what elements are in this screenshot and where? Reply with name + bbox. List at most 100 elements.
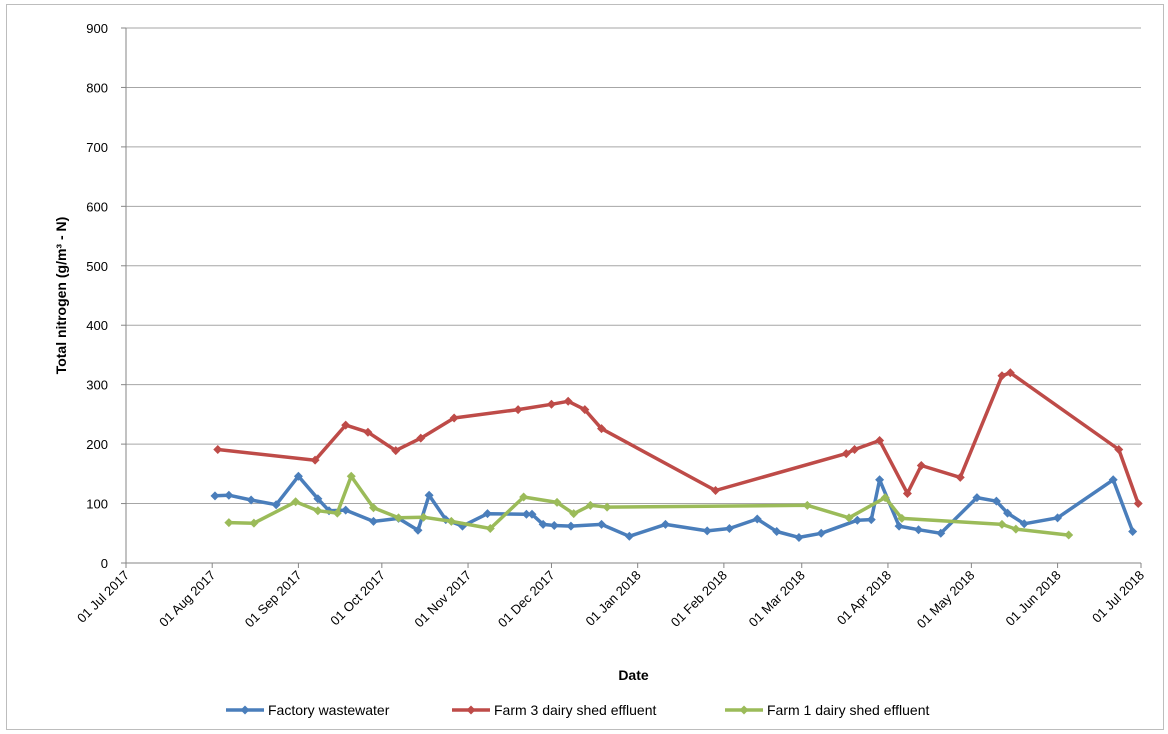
data-point: [580, 405, 590, 415]
y-tick-label: 200: [86, 437, 108, 452]
data-point: [1133, 499, 1143, 509]
x-tick-label: 01 Jul 2018: [1089, 568, 1147, 626]
data-point: [802, 500, 812, 510]
data-point: [332, 508, 342, 518]
data-point: [816, 528, 826, 538]
data-point: [866, 515, 876, 525]
x-tick-label: 01 Apr 2018: [834, 568, 894, 628]
x-tick-labels: 01 Jul 2017 01 Aug 2017 01 Sep 2017 01 Oct …: [74, 568, 1147, 632]
legend-entry: Factory wastewater: [226, 702, 390, 718]
data-point: [449, 413, 459, 423]
series-1: [210, 471, 1138, 542]
data-point: [527, 509, 537, 519]
data-point: [894, 521, 904, 531]
legend-marker: [240, 705, 250, 715]
y-tick-labels: 0 100 200 300 400 500 600 700 800 900: [86, 21, 108, 571]
data-point: [936, 528, 946, 538]
data-point: [602, 502, 612, 512]
data-point: [341, 505, 351, 515]
data-point: [483, 509, 493, 519]
data-point: [549, 521, 559, 531]
data-point: [413, 525, 423, 535]
y-tick-label: 300: [86, 378, 108, 393]
data-point: [914, 525, 924, 535]
data-point: [852, 515, 862, 525]
data-point: [1011, 524, 1021, 534]
legend-marker: [739, 705, 749, 715]
data-point: [897, 513, 907, 523]
data-point: [563, 396, 573, 406]
y-axis-title: Total nitrogen (g/m³ - N): [53, 217, 69, 375]
data-point: [794, 532, 804, 542]
data-point: [844, 513, 854, 523]
data-point: [752, 514, 762, 524]
data-point: [224, 518, 234, 528]
data-point: [972, 493, 982, 503]
y-tick-label: 100: [86, 497, 108, 512]
legend-marker: [466, 705, 476, 715]
data-point: [519, 492, 529, 502]
data-point: [446, 516, 456, 526]
y-tick-label: 0: [101, 556, 108, 571]
x-tick-label: 01 Mar 2018: [746, 568, 808, 630]
data-point: [313, 494, 323, 504]
data-point: [569, 509, 579, 519]
data-point: [552, 497, 562, 507]
data-point: [916, 461, 926, 471]
data-point: [291, 497, 301, 507]
data-point: [485, 524, 495, 534]
data-point: [1064, 530, 1074, 540]
data-point: [997, 371, 1007, 381]
data-point: [597, 519, 607, 529]
y-tick-label: 600: [86, 199, 108, 214]
data-point: [566, 521, 576, 531]
data-point: [224, 490, 234, 500]
data-point: [1053, 513, 1063, 523]
data-point: [997, 519, 1007, 529]
data-point: [880, 493, 890, 503]
x-tick-label: 01 Jun 2018: [1002, 568, 1063, 629]
x-tick-label: 01 Sep 2017: [242, 568, 305, 631]
data-point: [419, 512, 429, 522]
data-point: [991, 496, 1001, 506]
data-point: [213, 444, 223, 454]
x-tick-label: 01 Feb 2018: [668, 568, 730, 630]
data-point: [293, 471, 303, 481]
data-point: [513, 405, 523, 415]
data-point: [585, 500, 595, 510]
data-point: [597, 424, 607, 434]
legend-label: Farm 3 dairy shed effluent: [494, 702, 656, 718]
x-tick-label: 01 Jul 2017: [74, 568, 132, 626]
data-point: [341, 420, 351, 430]
legend: Factory wastewater Farm 3 dairy shed effl…: [226, 702, 929, 718]
data-point: [875, 475, 885, 485]
x-tick-label: 01 Aug 2017: [156, 568, 218, 630]
data-point: [521, 509, 531, 519]
data-point: [702, 526, 712, 536]
data-point: [346, 471, 356, 481]
x-tick-label: 01 Dec 2017: [495, 568, 558, 631]
data-point: [246, 495, 256, 505]
data-point: [772, 526, 782, 536]
data-point: [363, 427, 373, 437]
y-tick-label: 900: [86, 21, 108, 36]
data-point: [660, 519, 670, 529]
y-tick-label: 500: [86, 259, 108, 274]
data-point: [1108, 475, 1118, 485]
series-2: [213, 368, 1143, 509]
series-group: [210, 368, 1143, 542]
data-point: [875, 436, 885, 446]
data-point: [416, 433, 426, 443]
series-3: [224, 471, 1074, 540]
y-tick-label: 400: [86, 318, 108, 333]
data-point: [546, 399, 556, 409]
x-tick-label: 01 Jan 2018: [583, 568, 644, 629]
legend-label: Factory wastewater: [268, 702, 390, 718]
data-point: [624, 531, 634, 541]
data-point: [841, 449, 851, 459]
data-point: [249, 518, 259, 528]
data-point: [368, 503, 378, 513]
data-point: [1128, 526, 1138, 536]
data-point: [1003, 508, 1013, 518]
